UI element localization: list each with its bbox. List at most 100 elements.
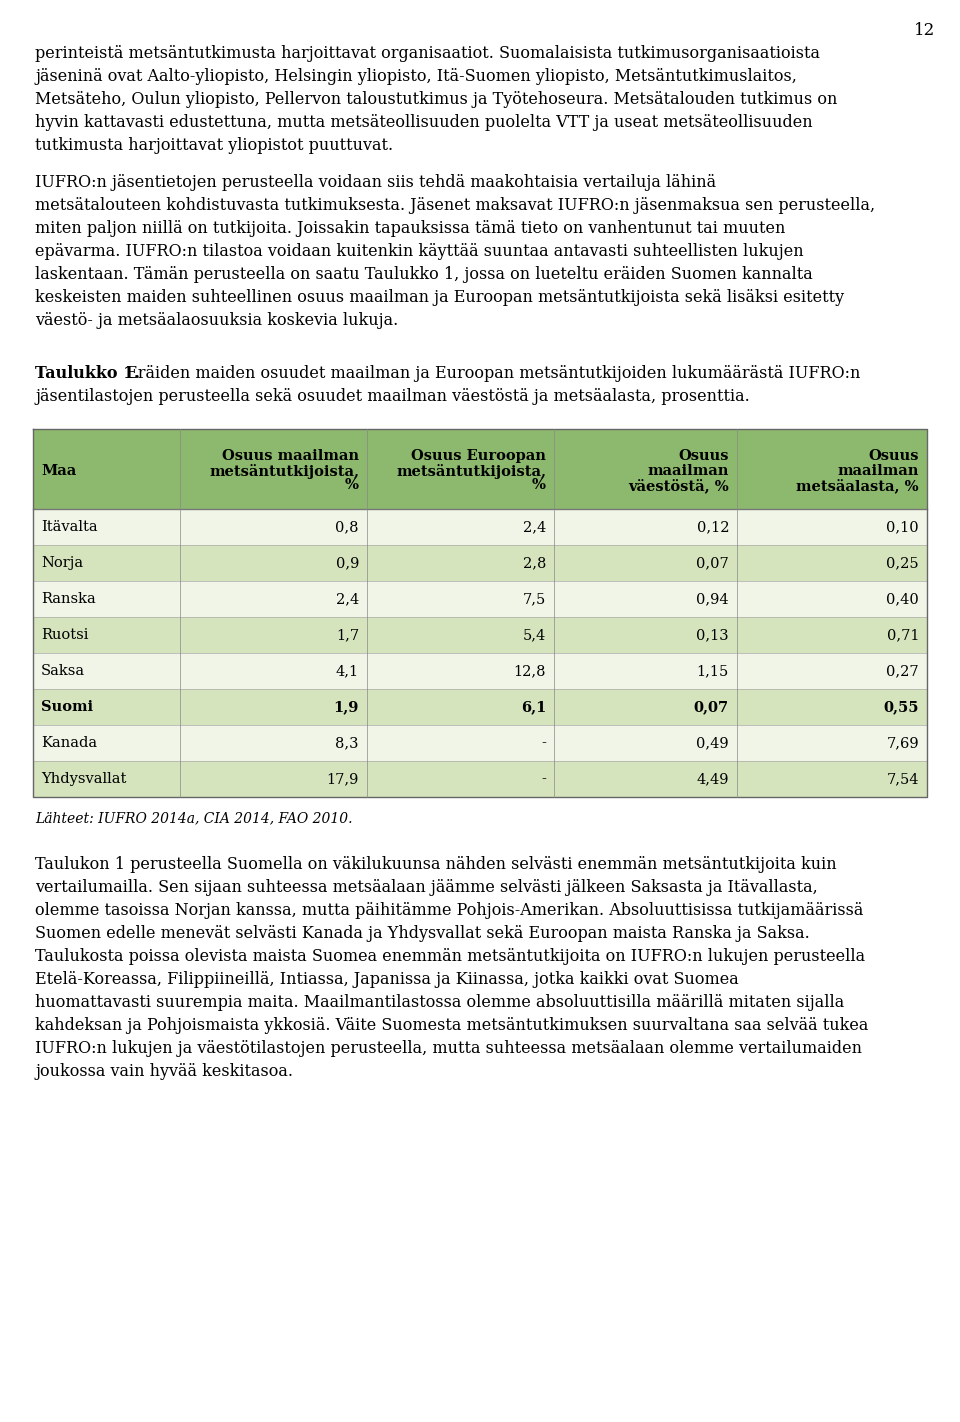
Bar (554, 545, 737, 582)
Bar (33, 509, 180, 545)
Bar (367, 690, 554, 725)
Text: Maa: Maa (41, 464, 76, 478)
Text: 0,9: 0,9 (336, 556, 359, 570)
Text: -: - (541, 737, 546, 749)
Bar (33, 429, 180, 509)
Bar (367, 582, 554, 617)
Bar (367, 653, 554, 690)
Text: 5,4: 5,4 (523, 629, 546, 641)
Bar (180, 545, 367, 582)
Bar (367, 725, 554, 761)
Text: 1,7: 1,7 (336, 629, 359, 641)
Text: huomattavasti suurempia maita. Maailmantilastossa olemme absoluuttisilla määrill: huomattavasti suurempia maita. Maailmant… (35, 994, 844, 1011)
Text: 0,94: 0,94 (696, 592, 729, 606)
Bar (33, 725, 180, 761)
Text: 12,8: 12,8 (514, 664, 546, 678)
Text: 0,71: 0,71 (886, 629, 919, 641)
Text: 0,55: 0,55 (883, 700, 919, 714)
Bar (554, 690, 737, 725)
Bar (554, 582, 737, 617)
Text: 4,49: 4,49 (697, 772, 729, 786)
Text: Taulukon 1 perusteella Suomella on väkilukuunsa nähden selvästi enemmän metsäntu: Taulukon 1 perusteella Suomella on väkil… (35, 856, 836, 873)
Text: Lähteet: IUFRO 2014a, CIA 2014, FAO 2010.: Lähteet: IUFRO 2014a, CIA 2014, FAO 2010… (35, 811, 352, 825)
Bar (554, 509, 737, 545)
Text: Etelä-Koreassa, Filippiineillä, Intiassa, Japanissa ja Kiinassa, jotka kaikki ov: Etelä-Koreassa, Filippiineillä, Intiassa… (35, 971, 739, 988)
Text: 2,4: 2,4 (523, 520, 546, 535)
Text: 0,49: 0,49 (696, 737, 729, 749)
Text: Kanada: Kanada (41, 737, 97, 749)
Text: jäseninä ovat Aalto-yliopisto, Helsingin yliopisto, Itä-Suomen yliopisto, Metsän: jäseninä ovat Aalto-yliopisto, Helsingin… (35, 68, 797, 85)
Text: Ranska: Ranska (41, 592, 96, 606)
Bar (33, 545, 180, 582)
Bar (33, 653, 180, 690)
Text: 0,25: 0,25 (886, 556, 919, 570)
Bar (180, 653, 367, 690)
Text: Osuus Euroopan: Osuus Euroopan (411, 449, 546, 464)
Text: 2,4: 2,4 (336, 592, 359, 606)
Text: vertailumailla. Sen sijaan suhteessa metsäalaan jäämme selvästi jälkeen Saksasta: vertailumailla. Sen sijaan suhteessa met… (35, 879, 818, 896)
Text: 1,15: 1,15 (697, 664, 729, 678)
Bar (737, 653, 927, 690)
Text: 4,1: 4,1 (336, 664, 359, 678)
Bar (367, 545, 554, 582)
Text: olemme tasoissa Norjan kanssa, mutta päihitämme Pohjois-Amerikan. Absoluuttisiss: olemme tasoissa Norjan kanssa, mutta päi… (35, 902, 863, 919)
Bar (554, 429, 737, 509)
Bar (33, 582, 180, 617)
Text: jäsentilastojen perusteella sekä osuudet maailman väestöstä ja metsäalasta, pros: jäsentilastojen perusteella sekä osuudet… (35, 388, 750, 405)
Bar (367, 429, 554, 509)
Text: Taulukko 1.: Taulukko 1. (35, 365, 140, 383)
Text: metsäntutkijoista,: metsäntutkijoista, (396, 464, 546, 479)
Text: maailman: maailman (838, 464, 919, 478)
Text: 0,8: 0,8 (335, 520, 359, 535)
Text: hyvin kattavasti edustettuna, mutta metsäteollisuuden puolelta VTT ja useat mets: hyvin kattavasti edustettuna, mutta mets… (35, 114, 812, 131)
Text: kahdeksan ja Pohjoismaista ykkosiä. Väite Suomesta metsäntutkimuksen suurvaltana: kahdeksan ja Pohjoismaista ykkosiä. Väit… (35, 1017, 869, 1034)
Text: Suomi: Suomi (41, 700, 93, 714)
Text: %: % (345, 478, 359, 492)
Bar (33, 617, 180, 653)
Text: tutkimusta harjoittavat yliopistot puuttuvat.: tutkimusta harjoittavat yliopistot puutt… (35, 137, 394, 154)
Text: Osuus: Osuus (679, 449, 729, 464)
Text: 1,9: 1,9 (334, 700, 359, 714)
Text: Itävalta: Itävalta (41, 520, 98, 535)
Bar (554, 617, 737, 653)
Text: Osuus: Osuus (869, 449, 919, 464)
Bar (367, 761, 554, 796)
Text: Eräiden maiden osuudet maailman ja Euroopan metsäntutkijoiden lukumäärästä IUFRO: Eräiden maiden osuudet maailman ja Euroo… (121, 365, 860, 383)
Text: Yhdysvallat: Yhdysvallat (41, 772, 127, 786)
Bar (180, 690, 367, 725)
Text: epävarma. IUFRO:n tilastoa voidaan kuitenkin käyttää suuntaa antavasti suhteelli: epävarma. IUFRO:n tilastoa voidaan kuite… (35, 243, 804, 260)
Text: maailman: maailman (648, 464, 729, 478)
Text: 8,3: 8,3 (335, 737, 359, 749)
Text: 6,1: 6,1 (520, 700, 546, 714)
Text: 0,40: 0,40 (886, 592, 919, 606)
Text: 0,12: 0,12 (697, 520, 729, 535)
Text: väestö- ja metsäalaosuuksia koskevia lukuja.: väestö- ja metsäalaosuuksia koskevia luk… (35, 311, 398, 328)
Bar (180, 617, 367, 653)
Text: -: - (541, 772, 546, 786)
Text: %: % (532, 478, 546, 492)
Bar (367, 617, 554, 653)
Bar (737, 761, 927, 796)
Text: 0,10: 0,10 (886, 520, 919, 535)
Bar (554, 653, 737, 690)
Text: miten paljon niillä on tutkijoita. Joissakin tapauksissa tämä tieto on vanhentun: miten paljon niillä on tutkijoita. Joiss… (35, 220, 785, 237)
Text: 7,69: 7,69 (886, 737, 919, 749)
Bar (180, 761, 367, 796)
Text: 17,9: 17,9 (326, 772, 359, 786)
Text: Saksa: Saksa (41, 664, 85, 678)
Bar (554, 761, 737, 796)
Text: väestöstä, %: väestöstä, % (628, 478, 729, 493)
Text: 2,8: 2,8 (522, 556, 546, 570)
Text: Ruotsi: Ruotsi (41, 629, 88, 641)
Bar (737, 509, 927, 545)
Text: 7,5: 7,5 (523, 592, 546, 606)
Bar (367, 509, 554, 545)
Bar (180, 725, 367, 761)
Text: Osuus maailman: Osuus maailman (222, 449, 359, 464)
Bar (737, 545, 927, 582)
Text: Metsäteho, Oulun yliopisto, Pellervon taloustutkimus ja Työtehoseura. Metsätalou: Metsäteho, Oulun yliopisto, Pellervon ta… (35, 91, 837, 108)
Text: 12: 12 (914, 21, 936, 38)
Bar (737, 429, 927, 509)
Text: Suomen edelle menevät selvästi Kanada ja Yhdysvallat sekä Euroopan maista Ranska: Suomen edelle menevät selvästi Kanada ja… (35, 924, 809, 941)
Text: IUFRO:n jäsentietojen perusteella voidaan siis tehdä maakohtaisia vertailuja läh: IUFRO:n jäsentietojen perusteella voidaa… (35, 173, 716, 191)
